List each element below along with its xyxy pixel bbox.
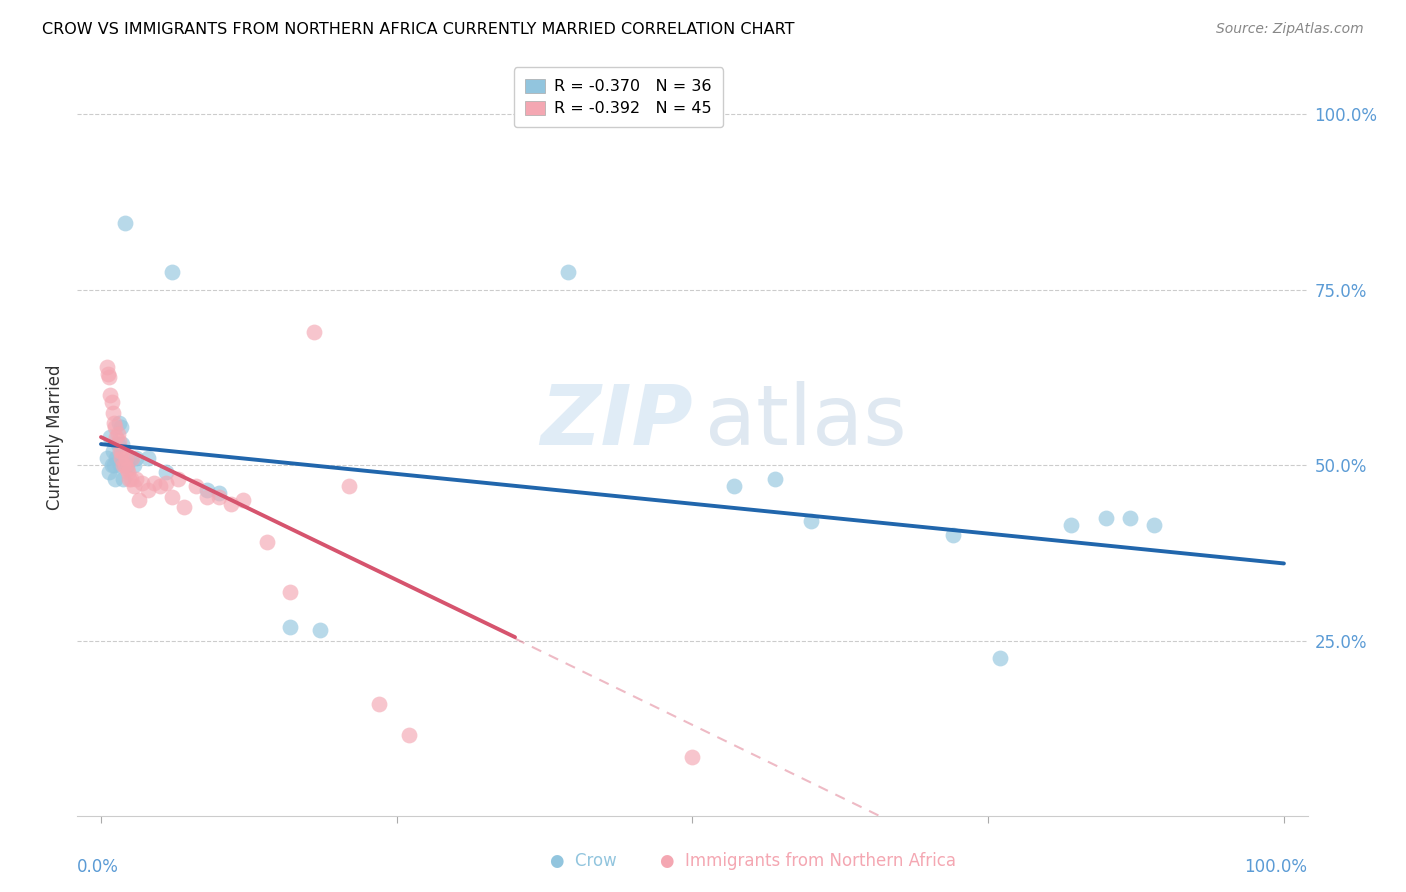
Point xyxy=(125,451,148,466)
Point xyxy=(219,497,242,511)
Point xyxy=(111,444,134,458)
Point xyxy=(278,584,301,599)
Point xyxy=(108,444,131,458)
Point xyxy=(723,479,745,493)
Point xyxy=(155,465,177,479)
Point xyxy=(557,265,579,279)
Point xyxy=(120,472,142,486)
Point xyxy=(105,430,128,444)
Point xyxy=(104,419,127,434)
Point xyxy=(125,472,148,486)
Point xyxy=(101,444,124,458)
Text: atlas: atlas xyxy=(704,382,907,462)
Point xyxy=(942,528,965,542)
Point xyxy=(96,451,118,466)
Point xyxy=(122,458,145,472)
Point xyxy=(155,475,177,490)
Point xyxy=(100,395,122,409)
Point xyxy=(107,416,129,430)
Point xyxy=(121,451,143,466)
Point xyxy=(256,535,278,549)
Point xyxy=(122,479,145,493)
Text: ZIP: ZIP xyxy=(540,382,693,462)
Point xyxy=(136,451,159,466)
Point xyxy=(136,483,159,497)
Point xyxy=(107,434,129,448)
Point xyxy=(100,430,122,444)
Point xyxy=(800,514,823,528)
Point xyxy=(103,458,125,472)
Point xyxy=(208,490,231,504)
Point xyxy=(278,619,301,633)
Point xyxy=(1060,517,1083,532)
Point xyxy=(114,216,136,230)
Y-axis label: Currently Married: Currently Married xyxy=(46,364,65,510)
Point xyxy=(160,265,183,279)
Point xyxy=(103,416,125,430)
Point xyxy=(107,437,129,451)
Point xyxy=(112,458,135,472)
Point xyxy=(107,426,129,441)
Point xyxy=(112,472,135,486)
Point xyxy=(398,728,420,742)
Text: 0.0%: 0.0% xyxy=(77,858,120,876)
Legend: R = -0.370   N = 36, R = -0.392   N = 45: R = -0.370 N = 36, R = -0.392 N = 45 xyxy=(515,68,723,128)
Point xyxy=(149,479,172,493)
Point xyxy=(97,367,120,381)
Point xyxy=(160,490,183,504)
Point xyxy=(232,493,254,508)
Point xyxy=(114,451,136,466)
Point xyxy=(184,479,207,493)
Point xyxy=(120,451,142,466)
Point xyxy=(98,465,121,479)
Point xyxy=(111,437,134,451)
Text: CROW VS IMMIGRANTS FROM NORTHERN AFRICA CURRENTLY MARRIED CORRELATION CHART: CROW VS IMMIGRANTS FROM NORTHERN AFRICA … xyxy=(42,22,794,37)
Text: 100.0%: 100.0% xyxy=(1244,858,1308,876)
Point xyxy=(143,475,166,490)
Point xyxy=(682,749,704,764)
Point xyxy=(104,472,127,486)
Point xyxy=(115,458,138,472)
Point xyxy=(131,475,153,490)
Text: ●  Immigrants from Northern Africa: ● Immigrants from Northern Africa xyxy=(661,852,956,870)
Point xyxy=(339,479,361,493)
Point xyxy=(115,461,138,475)
Point xyxy=(167,472,190,486)
Text: Source: ZipAtlas.com: Source: ZipAtlas.com xyxy=(1216,22,1364,37)
Point xyxy=(128,493,150,508)
Point xyxy=(1143,517,1166,532)
Point xyxy=(114,458,136,472)
Point xyxy=(96,359,118,374)
Text: ●  Crow: ● Crow xyxy=(550,852,617,870)
Point xyxy=(110,419,132,434)
Point xyxy=(100,388,122,402)
Point xyxy=(1095,511,1118,525)
Point xyxy=(110,451,132,466)
Point xyxy=(197,490,219,504)
Point xyxy=(108,458,131,472)
Point xyxy=(1119,511,1142,525)
Point xyxy=(368,697,391,711)
Point xyxy=(118,472,141,486)
Point xyxy=(197,483,219,497)
Point xyxy=(105,451,128,466)
Point xyxy=(117,465,139,479)
Point xyxy=(763,472,786,486)
Point xyxy=(100,458,122,472)
Point xyxy=(208,486,231,500)
Point xyxy=(308,623,330,637)
Point xyxy=(173,500,195,515)
Point xyxy=(98,370,121,384)
Point xyxy=(101,405,124,419)
Point xyxy=(302,325,325,339)
Point xyxy=(988,651,1011,665)
